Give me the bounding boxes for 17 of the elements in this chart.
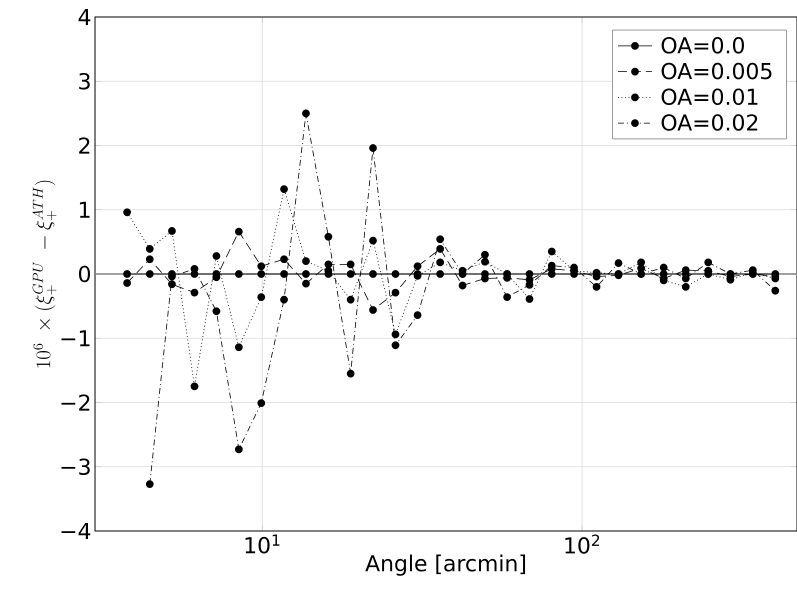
legend-label: OA=0.01 [662,88,758,106]
legend-label: OA=0.0 [662,37,744,54]
x-axis-title: Angle [arcmin] [365,554,526,576]
y-tick-label: −4 [62,522,90,539]
legend-label: OA=0.02 [662,114,758,131]
y-tick-label: 1 [80,202,90,218]
y-tick-label: 0 [78,266,90,282]
x-tick-label: 10$^{1}$ [246,534,280,554]
y-tick-label: −3 [62,458,90,476]
y-tick-label: 3 [79,72,90,90]
y-tick-label: −2 [62,394,90,411]
y-tick-label: −1 [62,330,90,346]
x-tick-label: 10$^{2}$ [565,534,600,554]
y-tick-label: 2 [79,137,90,154]
y-tick-label: 4 [78,9,90,25]
y-axis-title: $10^6\;\times(\xi_+^{GPU}\;-\xi_+^{ATH})$ [32,180,56,368]
legend-label: OA=0.005 [662,62,772,80]
